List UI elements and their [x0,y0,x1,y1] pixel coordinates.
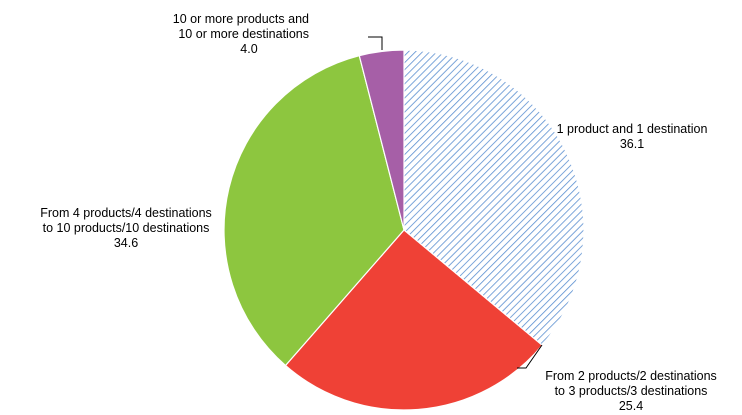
slice-value-one-product: 36.1 [620,137,644,151]
leader-lines [368,36,543,369]
pie-slice-four-to-ten [223,54,405,367]
slice-label-four-to-ten: From 4 products/4 destinations [40,206,212,220]
slice-value-four-to-ten: 34.6 [114,236,138,250]
slice-value-two-to-three: 25.4 [619,399,643,413]
slice-label-ten-or-more: 10 or more destinations [178,27,309,41]
slice-label-one-product: 1 product and 1 destination [557,122,708,136]
slice-label-two-to-three: From 2 products/2 destinations [545,369,717,383]
pie-slices [223,49,585,411]
slice-label-two-to-three: to 3 products/3 destinations [555,384,708,398]
leader-line-ten-or-more [368,36,383,50]
slice-label-ten-or-more: 10 or more products and [173,12,309,26]
pie-slice-one-product [403,49,585,347]
leader-line-two-to-three [517,344,543,369]
pie-slice-ten-or-more [358,49,405,231]
slice-label-four-to-ten: to 10 products/10 destinations [43,221,210,235]
slice-value-ten-or-more: 4.0 [240,42,257,56]
pie-slice-two-to-three [284,229,544,411]
